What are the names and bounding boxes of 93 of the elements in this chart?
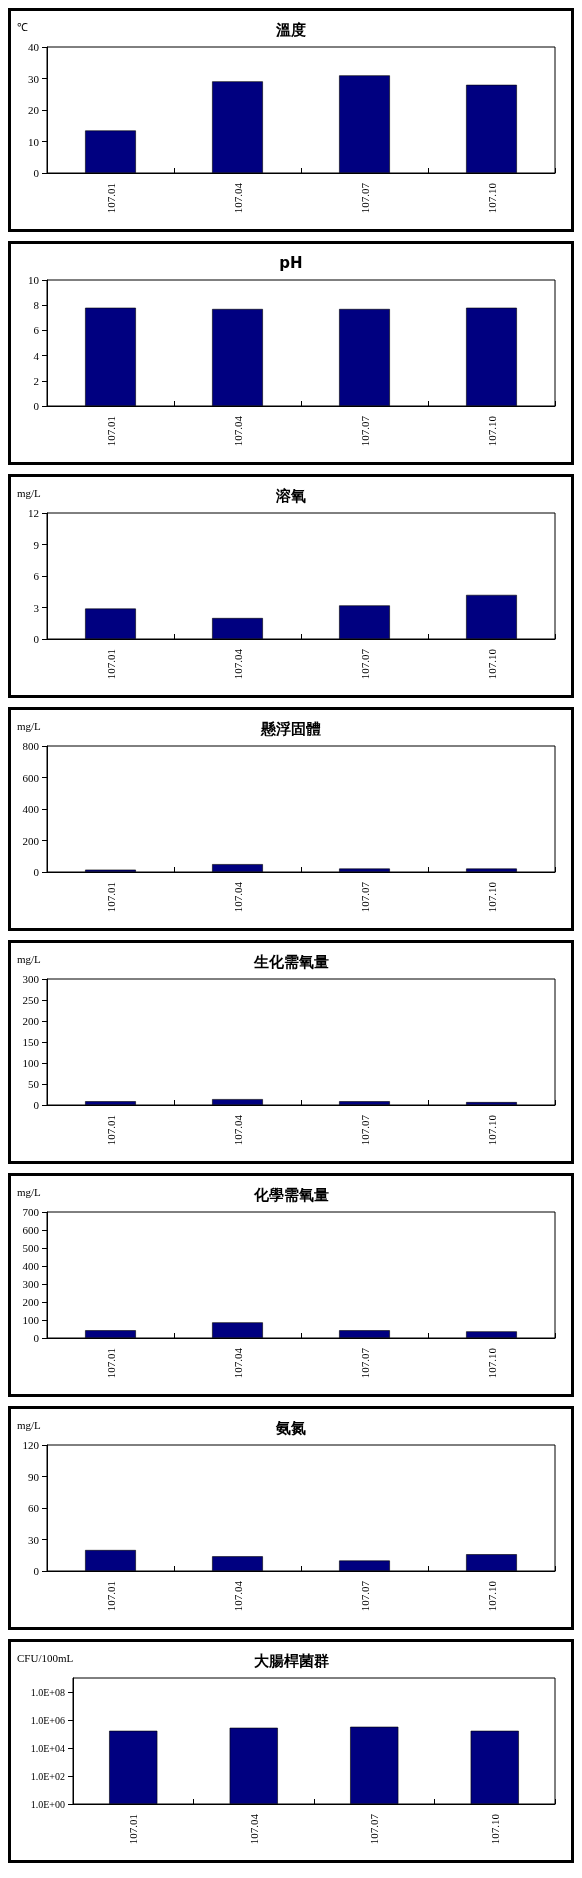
y-tick-label: 100 xyxy=(22,1314,40,1326)
y-tick-label: 0 xyxy=(33,633,40,645)
y-tick-label: 1.0E+00 xyxy=(30,1798,65,1810)
x-tick-label: 107.10 xyxy=(485,881,498,913)
x-tick-label: 107.07 xyxy=(358,1114,371,1146)
chart-title: 溶氧 xyxy=(275,486,306,505)
y-tick-label: 700 xyxy=(22,1206,40,1218)
y-tick-label: 30 xyxy=(28,1533,40,1546)
y-tick-label: 300 xyxy=(22,1278,40,1290)
x-tick-label: 107.04 xyxy=(231,182,244,214)
y-tick-label: 300 xyxy=(22,973,40,985)
x-tick-label: 107.04 xyxy=(231,1347,244,1379)
x-tick-label: 107.04 xyxy=(231,1580,244,1612)
y-axis-title: mg/L xyxy=(17,719,42,732)
y-tick-label: 50 xyxy=(28,1078,40,1090)
y-tick-label: 6 xyxy=(33,324,40,337)
y-tick-label: 12 xyxy=(28,507,39,519)
x-tick-label: 107.01 xyxy=(104,649,117,680)
y-tick-label: 0 xyxy=(33,866,40,878)
y-tick-label: 9 xyxy=(33,538,40,551)
y-axis-title: mg/L xyxy=(17,486,42,499)
y-tick-label: 90 xyxy=(28,1470,40,1483)
x-tick-label: 107.01 xyxy=(104,183,117,214)
y-tick-label: 800 xyxy=(22,740,40,752)
x-tick-label: 107.07 xyxy=(358,1347,371,1379)
x-tick-label: 107.07 xyxy=(358,648,371,680)
x-tick-label: 107.07 xyxy=(358,182,371,214)
chart-title: 溫度 xyxy=(275,20,306,39)
x-tick-label: 107.07 xyxy=(368,1813,381,1845)
y-tick-label: 4 xyxy=(33,349,40,362)
y-tick-label: 600 xyxy=(22,1224,40,1236)
y-tick-label: 20 xyxy=(28,104,40,116)
x-tick-label: 107.10 xyxy=(485,1114,498,1146)
x-tick-label: 107.10 xyxy=(485,415,498,447)
chart-title: 懸浮固體 xyxy=(260,719,321,738)
y-tick-label: 400 xyxy=(22,1260,40,1272)
y-tick-label: 250 xyxy=(22,994,40,1006)
y-tick-label: 0 xyxy=(33,400,40,412)
chart-title: 生化需氧量 xyxy=(252,952,329,971)
y-tick-label: 120 xyxy=(22,1439,40,1451)
y-tick-label: 10 xyxy=(28,274,40,286)
chart-title: 大腸桿菌群 xyxy=(253,1651,329,1670)
chart-title: pH xyxy=(279,253,303,272)
x-tick-label: 107.01 xyxy=(104,1581,117,1612)
y-tick-label: 500 xyxy=(22,1242,40,1254)
y-axis-title: mg/L xyxy=(17,1418,42,1431)
x-tick-label: 107.07 xyxy=(358,1580,371,1612)
y-tick-label: 1.0E+06 xyxy=(30,1714,65,1726)
x-tick-label: 107.07 xyxy=(358,415,371,447)
x-tick-label: 107.10 xyxy=(488,1813,501,1845)
y-axis-title: ℃ xyxy=(17,20,28,33)
chart-title: 氨氮 xyxy=(275,1418,306,1437)
x-tick-label: 107.01 xyxy=(104,416,117,447)
y-tick-label: 1.0E+04 xyxy=(30,1742,65,1754)
y-tick-label: 3 xyxy=(33,601,40,614)
x-tick-label: 107.04 xyxy=(231,1114,244,1146)
y-axis-title: mg/L xyxy=(17,952,42,965)
y-tick-label: 30 xyxy=(28,72,40,85)
x-tick-label: 107.04 xyxy=(231,415,244,447)
x-tick-label: 107.04 xyxy=(247,1813,260,1845)
x-tick-label: 107.01 xyxy=(104,1115,117,1146)
y-tick-label: 200 xyxy=(22,834,40,847)
x-tick-label: 107.01 xyxy=(127,1814,140,1845)
y-tick-label: 6 xyxy=(33,570,40,582)
y-tick-label: 600 xyxy=(22,771,40,784)
y-tick-label: 1.0E+02 xyxy=(30,1770,65,1782)
y-tick-label: 2 xyxy=(33,374,39,387)
y-tick-label: 0 xyxy=(33,1099,40,1111)
x-tick-label: 107.01 xyxy=(104,882,117,913)
y-tick-label: 0 xyxy=(33,1565,40,1577)
y-tick-label: 10 xyxy=(28,135,40,148)
y-axis-title: CFU/100mL xyxy=(17,1651,74,1664)
y-tick-label: 400 xyxy=(22,803,40,815)
x-tick-label: 107.10 xyxy=(485,1580,498,1612)
x-tick-label: 107.10 xyxy=(485,182,498,214)
x-tick-label: 107.04 xyxy=(231,881,244,913)
y-tick-label: 60 xyxy=(28,1502,40,1514)
y-tick-label: 8 xyxy=(33,299,40,312)
x-tick-label: 107.01 xyxy=(104,1348,117,1379)
y-tick-label: 150 xyxy=(22,1036,40,1048)
y-tick-label: 200 xyxy=(22,1015,40,1027)
chart-title: 化學需氧量 xyxy=(252,1185,329,1204)
y-tick-label: 100 xyxy=(22,1057,40,1069)
x-tick-label: 107.10 xyxy=(485,1347,498,1379)
y-tick-label: 200 xyxy=(22,1296,40,1308)
y-tick-label: 0 xyxy=(33,1332,40,1344)
y-tick-label: 1.0E+08 xyxy=(30,1686,65,1698)
y-axis-title: mg/L xyxy=(17,1185,42,1198)
x-tick-label: 107.10 xyxy=(485,648,498,680)
y-tick-label: 0 xyxy=(33,167,40,179)
y-tick-label: 40 xyxy=(28,41,40,53)
x-tick-label: 107.04 xyxy=(231,648,244,680)
x-tick-label: 107.07 xyxy=(358,881,371,913)
